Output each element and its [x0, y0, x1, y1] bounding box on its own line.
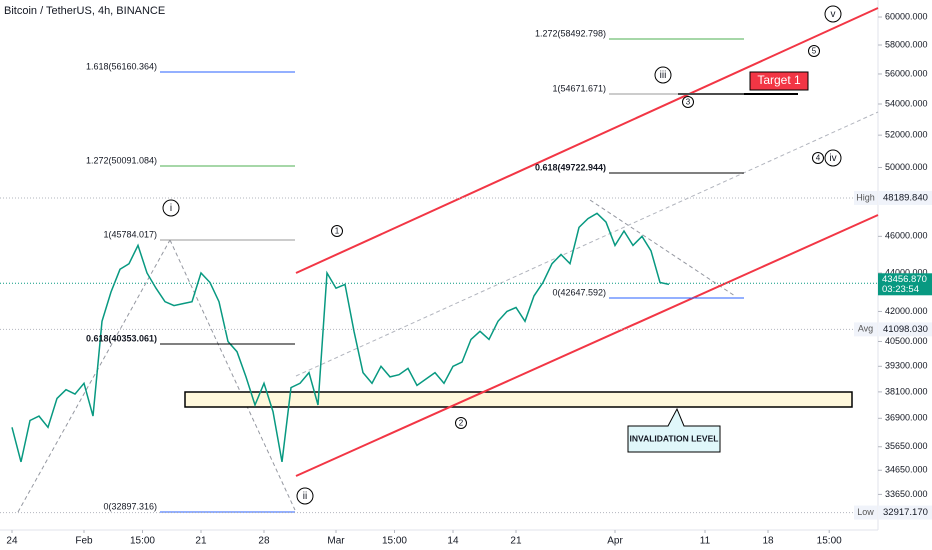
x-tick-label: 21: [510, 536, 522, 547]
y-tick-label: 39300.000: [885, 361, 928, 371]
x-tick-label: 15:00: [817, 536, 842, 547]
target-label: Target 1: [757, 73, 801, 87]
price-value: 48189.840: [883, 192, 928, 203]
zigzag-line: [589, 199, 736, 297]
wave-label: ii: [303, 491, 307, 502]
price-badge: [878, 322, 932, 337]
fib-label: 1.272(58492.798): [535, 28, 606, 38]
wave-marker: [162, 199, 180, 217]
fib-label: 0.618(40353.061): [86, 333, 157, 343]
fib-label: 0.618(49722.944): [535, 162, 606, 172]
y-tick-label: 52000.000: [885, 130, 928, 140]
wave-marker: [331, 225, 343, 237]
wave-label: 5: [812, 47, 817, 56]
wave-marker: [654, 66, 672, 84]
invalidation-callout: [627, 407, 721, 453]
channel-upper: [295, 7, 879, 274]
price-line: [11, 212, 670, 463]
x-tick-label: Apr: [607, 536, 623, 547]
x-tick-label: 15:00: [130, 536, 155, 547]
x-tick-label: 14: [447, 536, 459, 547]
wave-marker: [812, 152, 824, 164]
current-price: 43456.870: [882, 274, 927, 285]
invalidation-label: INVALIDATION LEVEL: [630, 433, 719, 443]
wave-label: v: [831, 9, 836, 20]
y-tick-label: 50000.000: [885, 162, 928, 172]
wave-label: iii: [660, 70, 667, 81]
y-tick-label: 44000.000: [885, 267, 928, 277]
y-tick-label: 33650.000: [885, 489, 928, 499]
y-tick-label: 54000.000: [885, 98, 928, 108]
price-name: Avg: [858, 324, 873, 334]
zigzag-line: [169, 239, 296, 511]
y-tick-label: 42000.000: [885, 306, 928, 316]
y-tick-label: 40500.000: [885, 336, 928, 346]
y-tick-label: 60000.000: [885, 11, 928, 21]
x-tick-label: 21: [195, 536, 207, 547]
price-value: 41098.030: [883, 324, 928, 335]
price-name: High: [856, 192, 875, 202]
price-name: Low: [857, 507, 874, 517]
x-tick-label: Feb: [75, 536, 93, 547]
y-tick-label: 34650.000: [885, 465, 928, 475]
y-tick-label: 56000.000: [885, 68, 928, 78]
x-tick-label: 15:00: [382, 536, 407, 547]
fib-label: 1.272(50091.084): [86, 155, 157, 165]
wave-label: 4: [816, 154, 821, 163]
channel-lower: [295, 214, 879, 477]
wave-marker: [682, 96, 694, 108]
x-tick-label: 11: [700, 536, 711, 547]
x-tick-label: 24: [6, 536, 18, 547]
fib-label: 1(54671.671): [552, 83, 606, 93]
fib-label: 1.618(56160.364): [86, 61, 157, 71]
y-tick-label: 35650.000: [885, 441, 928, 451]
wave-label: i: [170, 203, 172, 214]
price-value: 32917.170: [883, 507, 928, 518]
price-name-badge: [854, 322, 877, 337]
wave-marker: [808, 45, 820, 57]
x-tick-label: Mar: [327, 536, 345, 547]
fib-label: 1(45784.017): [103, 229, 157, 239]
zigzag-line: [17, 239, 171, 513]
price-name-badge: [854, 505, 877, 520]
target-box: [749, 71, 809, 91]
wave-marker: [455, 417, 467, 429]
price-badge: [878, 505, 932, 520]
x-tick-label: 18: [762, 536, 774, 547]
wave-label: 3: [686, 98, 691, 107]
fib-label: 0(42647.592): [552, 287, 606, 297]
current-price-badge: [878, 273, 932, 296]
wave-label: iv: [829, 153, 836, 164]
y-tick-label: 46000.000: [885, 231, 928, 241]
price-name-badge: [854, 190, 877, 205]
y-tick-label: 38100.000: [885, 386, 928, 396]
wave-label: 2: [459, 419, 464, 428]
x-tick-label: 28: [258, 536, 270, 547]
invalidation-zone: [184, 391, 853, 408]
wave-marker: [824, 149, 842, 167]
y-tick-label: 36900.000: [885, 413, 928, 423]
chart-title: Bitcoin / TetherUS, 4h, BINANCE: [4, 5, 165, 17]
wave-label: 1: [335, 227, 340, 236]
wave-marker: [296, 487, 314, 505]
y-tick-label: 58000.000: [885, 39, 928, 49]
wave-marker: [824, 5, 842, 23]
countdown: 03:23:54: [882, 284, 919, 295]
mid-channel-line: [295, 111, 879, 377]
price-badge: [878, 190, 932, 205]
fib-label: 0(32897.316): [103, 501, 157, 511]
